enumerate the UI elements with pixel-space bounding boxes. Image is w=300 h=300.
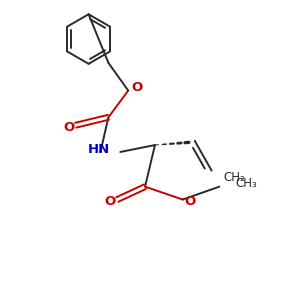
Text: CH₂: CH₂ xyxy=(223,171,245,184)
Text: O: O xyxy=(184,195,195,208)
Text: O: O xyxy=(63,121,74,134)
Text: O: O xyxy=(105,195,116,208)
Text: CH₃: CH₃ xyxy=(235,177,257,190)
Text: O: O xyxy=(131,81,143,94)
Text: HN: HN xyxy=(88,142,110,155)
